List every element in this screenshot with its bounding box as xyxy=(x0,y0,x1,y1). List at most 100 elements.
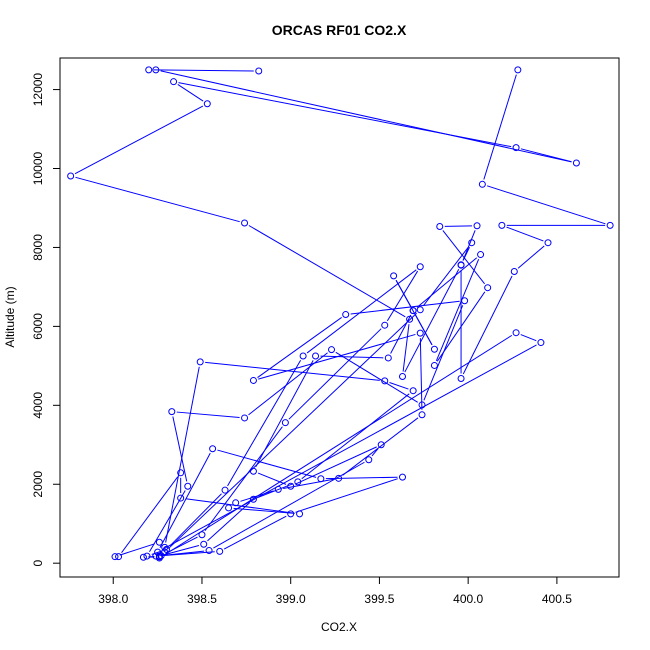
data-point xyxy=(249,467,257,475)
data-point xyxy=(196,358,204,366)
series-segment xyxy=(342,417,419,476)
data-point xyxy=(335,474,343,482)
data-point xyxy=(299,352,307,360)
series-segment xyxy=(167,312,417,550)
series-segment xyxy=(75,176,240,223)
series-segment xyxy=(227,360,302,487)
data-point xyxy=(184,482,192,490)
series-segment xyxy=(159,452,211,548)
series-segment xyxy=(335,351,419,403)
x-axis-label: CO2.X xyxy=(321,620,357,634)
series-segment xyxy=(233,507,295,514)
x-tick-label: 398.0 xyxy=(98,592,128,606)
data-point xyxy=(430,345,438,353)
data-point xyxy=(381,321,389,329)
series-segment xyxy=(325,476,398,480)
data-point xyxy=(498,221,506,229)
data-point xyxy=(468,239,476,247)
data-point xyxy=(177,469,185,477)
data-point xyxy=(512,329,520,337)
series-segment xyxy=(217,449,317,478)
data-point xyxy=(241,414,249,422)
series-segment xyxy=(386,270,419,322)
data-point xyxy=(512,144,520,152)
data-point xyxy=(484,284,492,292)
series-segment xyxy=(402,324,410,372)
series-layer xyxy=(67,66,614,562)
data-point xyxy=(152,552,160,560)
data-point xyxy=(418,401,426,409)
series-segment xyxy=(462,275,513,375)
series-segment xyxy=(295,478,398,513)
data-point xyxy=(145,66,153,74)
data-point xyxy=(155,538,163,546)
x-tick-label: 399.0 xyxy=(276,592,306,606)
series-segment xyxy=(350,300,460,315)
data-point xyxy=(457,374,465,382)
data-point xyxy=(473,222,481,230)
data-point xyxy=(287,482,295,490)
series-segment xyxy=(422,246,470,307)
series-segment xyxy=(248,225,406,318)
series-segment xyxy=(169,493,222,547)
series-segment xyxy=(153,69,254,72)
x-tick-label: 398.5 xyxy=(187,592,217,606)
x-tick-label: 400.5 xyxy=(542,592,572,606)
series-segment xyxy=(301,393,410,480)
series-segment xyxy=(483,74,517,180)
series-segment xyxy=(389,382,409,390)
data-point xyxy=(418,411,426,419)
series-segment xyxy=(416,257,478,308)
data-point xyxy=(139,553,147,561)
data-point xyxy=(115,553,123,561)
series-segment xyxy=(395,279,412,307)
data-point xyxy=(544,239,552,247)
data-point xyxy=(457,261,465,269)
series-segment xyxy=(486,185,606,225)
series-segment xyxy=(213,461,365,549)
series-segment xyxy=(121,476,179,553)
series-segment xyxy=(176,411,240,419)
data-point xyxy=(312,352,320,360)
data-point xyxy=(67,172,75,180)
data-point xyxy=(177,494,185,502)
data-point xyxy=(168,408,176,416)
chart-title: ORCAS RF01 CO2.X xyxy=(272,22,407,38)
data-point xyxy=(381,377,389,385)
series-segment xyxy=(423,305,464,401)
series-segment xyxy=(435,258,480,362)
data-point xyxy=(317,475,325,483)
data-point xyxy=(287,510,295,518)
x-tick-label: 400.0 xyxy=(453,592,483,606)
data-point xyxy=(111,553,119,561)
series-segment xyxy=(161,344,537,551)
series-segment xyxy=(517,245,545,269)
data-point xyxy=(232,499,240,507)
series-segment xyxy=(306,269,417,354)
data-point xyxy=(342,311,350,319)
x-axis: 398.0 398.5 399.0 399.5 400.0 400.5 xyxy=(98,576,572,606)
data-point xyxy=(296,510,304,518)
data-point xyxy=(537,339,545,347)
data-point xyxy=(200,540,208,548)
series-segment xyxy=(295,446,377,485)
series-segment xyxy=(404,269,460,373)
data-point xyxy=(294,478,302,486)
data-point xyxy=(221,486,229,494)
series-segment xyxy=(165,366,200,543)
series-segment xyxy=(185,498,295,514)
series-segment xyxy=(172,416,188,482)
data-point xyxy=(161,543,169,551)
data-point xyxy=(281,419,289,427)
series-segment xyxy=(74,105,204,175)
data-point xyxy=(255,67,263,75)
series-segment xyxy=(160,551,215,557)
data-point xyxy=(249,495,257,503)
series-segment xyxy=(240,490,274,502)
data-point xyxy=(143,552,151,560)
series-segment xyxy=(223,515,287,550)
y-tick-label: 12000 xyxy=(31,73,45,107)
data-point xyxy=(377,441,385,449)
data-point xyxy=(398,473,406,481)
series-segment xyxy=(288,328,382,420)
